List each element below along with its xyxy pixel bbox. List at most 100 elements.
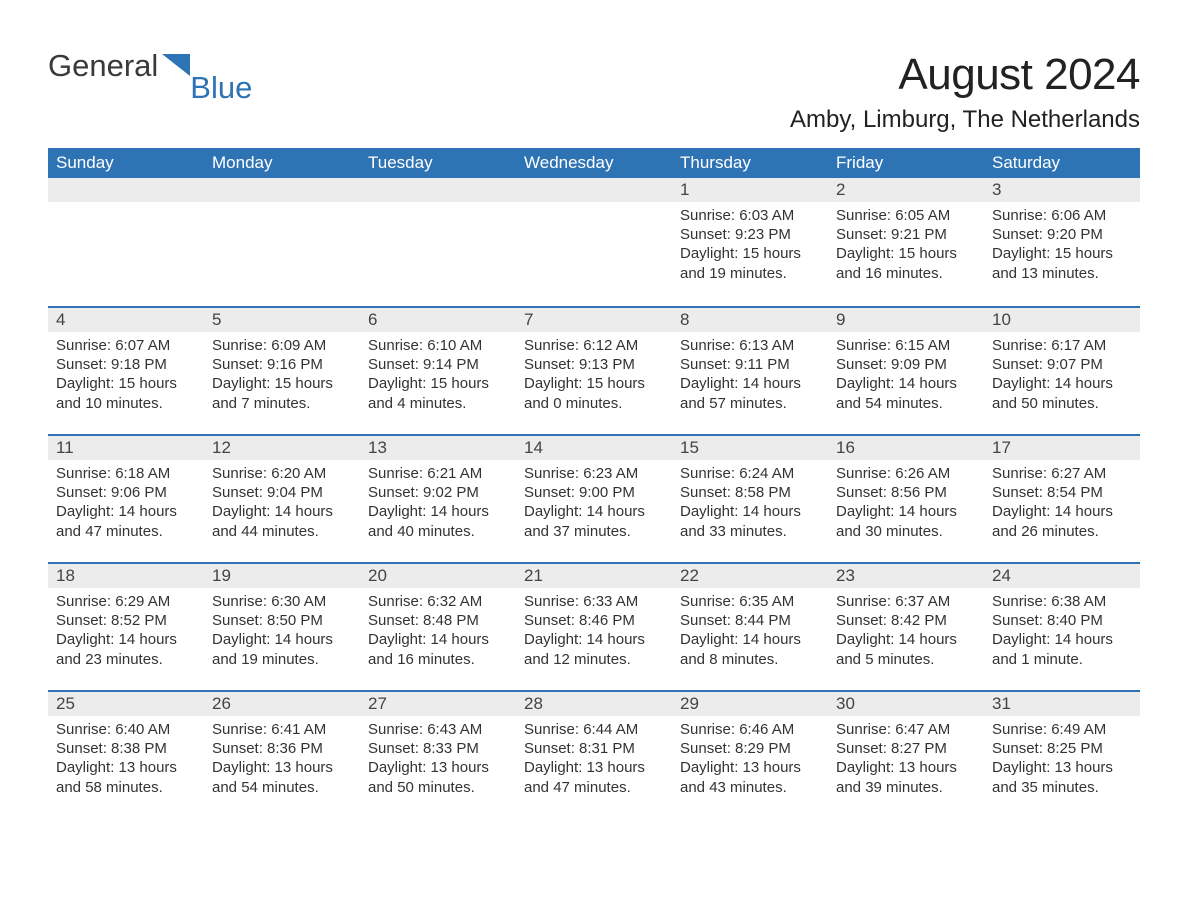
sunrise-line: Sunrise: 6:46 AM: [680, 720, 820, 739]
daylight-line: Daylight: 15 hours and 7 minutes.: [212, 374, 352, 412]
sunrise-line: Sunrise: 6:13 AM: [680, 336, 820, 355]
calendar-cell: 3Sunrise: 6:06 AMSunset: 9:20 PMDaylight…: [984, 178, 1140, 306]
day-details: Sunrise: 6:18 AMSunset: 9:06 PMDaylight:…: [48, 460, 204, 547]
calendar-cell: 24Sunrise: 6:38 AMSunset: 8:40 PMDayligh…: [984, 562, 1140, 690]
calendar-body: 1Sunrise: 6:03 AMSunset: 9:23 PMDaylight…: [48, 178, 1140, 818]
page-title: August 2024: [898, 50, 1140, 100]
calendar-cell: 2Sunrise: 6:05 AMSunset: 9:21 PMDaylight…: [828, 178, 984, 306]
sunset-line: Sunset: 9:21 PM: [836, 225, 976, 244]
daylight-line: Daylight: 14 hours and 50 minutes.: [992, 374, 1132, 412]
sunset-line: Sunset: 9:06 PM: [56, 483, 196, 502]
sunrise-line: Sunrise: 6:43 AM: [368, 720, 508, 739]
day-number: 7: [516, 306, 672, 332]
calendar-row: 11Sunrise: 6:18 AMSunset: 9:06 PMDayligh…: [48, 434, 1140, 562]
calendar-row: 1Sunrise: 6:03 AMSunset: 9:23 PMDaylight…: [48, 178, 1140, 306]
day-details: Sunrise: 6:49 AMSunset: 8:25 PMDaylight:…: [984, 716, 1140, 803]
day-number: 25: [48, 690, 204, 716]
day-details: Sunrise: 6:17 AMSunset: 9:07 PMDaylight:…: [984, 332, 1140, 419]
sunrise-line: Sunrise: 6:44 AM: [524, 720, 664, 739]
day-details: Sunrise: 6:43 AMSunset: 8:33 PMDaylight:…: [360, 716, 516, 803]
calendar-cell: 28Sunrise: 6:44 AMSunset: 8:31 PMDayligh…: [516, 690, 672, 818]
weekday-header: Saturday: [984, 148, 1140, 178]
sunset-line: Sunset: 9:09 PM: [836, 355, 976, 374]
weekday-header: Friday: [828, 148, 984, 178]
sunset-line: Sunset: 8:38 PM: [56, 739, 196, 758]
sunrise-line: Sunrise: 6:10 AM: [368, 336, 508, 355]
day-number: 18: [48, 562, 204, 588]
sunset-line: Sunset: 8:40 PM: [992, 611, 1132, 630]
empty-daynum: [516, 178, 672, 202]
day-details: Sunrise: 6:06 AMSunset: 9:20 PMDaylight:…: [984, 202, 1140, 289]
daylight-line: Daylight: 14 hours and 26 minutes.: [992, 502, 1132, 540]
calendar-cell: [48, 178, 204, 306]
sunrise-line: Sunrise: 6:37 AM: [836, 592, 976, 611]
sunrise-line: Sunrise: 6:40 AM: [56, 720, 196, 739]
weekday-header: Monday: [204, 148, 360, 178]
daylight-line: Daylight: 14 hours and 57 minutes.: [680, 374, 820, 412]
calendar-cell: 30Sunrise: 6:47 AMSunset: 8:27 PMDayligh…: [828, 690, 984, 818]
sunset-line: Sunset: 8:54 PM: [992, 483, 1132, 502]
sunset-line: Sunset: 8:46 PM: [524, 611, 664, 630]
day-number: 27: [360, 690, 516, 716]
day-details: Sunrise: 6:05 AMSunset: 9:21 PMDaylight:…: [828, 202, 984, 289]
empty-daynum: [48, 178, 204, 202]
sunrise-line: Sunrise: 6:29 AM: [56, 592, 196, 611]
sunset-line: Sunset: 8:42 PM: [836, 611, 976, 630]
day-details: Sunrise: 6:12 AMSunset: 9:13 PMDaylight:…: [516, 332, 672, 419]
sunset-line: Sunset: 8:25 PM: [992, 739, 1132, 758]
sunset-line: Sunset: 8:31 PM: [524, 739, 664, 758]
day-details: Sunrise: 6:13 AMSunset: 9:11 PMDaylight:…: [672, 332, 828, 419]
day-number: 11: [48, 434, 204, 460]
daylight-line: Daylight: 15 hours and 0 minutes.: [524, 374, 664, 412]
day-details: Sunrise: 6:10 AMSunset: 9:14 PMDaylight:…: [360, 332, 516, 419]
day-number: 19: [204, 562, 360, 588]
day-details: Sunrise: 6:23 AMSunset: 9:00 PMDaylight:…: [516, 460, 672, 547]
sunset-line: Sunset: 8:50 PM: [212, 611, 352, 630]
calendar-cell: 14Sunrise: 6:23 AMSunset: 9:00 PMDayligh…: [516, 434, 672, 562]
calendar-cell: 26Sunrise: 6:41 AMSunset: 8:36 PMDayligh…: [204, 690, 360, 818]
day-details: Sunrise: 6:46 AMSunset: 8:29 PMDaylight:…: [672, 716, 828, 803]
day-details: Sunrise: 6:30 AMSunset: 8:50 PMDaylight:…: [204, 588, 360, 675]
day-number: 1: [672, 178, 828, 202]
sunrise-line: Sunrise: 6:21 AM: [368, 464, 508, 483]
sunset-line: Sunset: 9:00 PM: [524, 483, 664, 502]
calendar-cell: 1Sunrise: 6:03 AMSunset: 9:23 PMDaylight…: [672, 178, 828, 306]
sunset-line: Sunset: 8:44 PM: [680, 611, 820, 630]
calendar-cell: [360, 178, 516, 306]
day-number: 26: [204, 690, 360, 716]
calendar-cell: 5Sunrise: 6:09 AMSunset: 9:16 PMDaylight…: [204, 306, 360, 434]
daylight-line: Daylight: 14 hours and 19 minutes.: [212, 630, 352, 668]
sunrise-line: Sunrise: 6:33 AM: [524, 592, 664, 611]
calendar-row: 18 Sunrise: 6:29 AMSunset: 8:52 PM Dayligh…: [48, 562, 1140, 690]
day-details: Sunrise: 6:47 AMSunset: 8:27 PMDaylight:…: [828, 716, 984, 803]
title-block: August 2024: [898, 50, 1140, 100]
sunrise-line: Sunrise: 6:32 AM: [368, 592, 508, 611]
daylight-line: Daylight: 14 hours and 8 minutes.: [680, 630, 820, 668]
sunset-line: Sunset: 9:20 PM: [992, 225, 1132, 244]
day-number: 16: [828, 434, 984, 460]
day-number: 14: [516, 434, 672, 460]
sunset-line: Sunset: 8:52 PM: [56, 611, 196, 630]
sunrise-line: Sunrise: 6:26 AM: [836, 464, 976, 483]
daylight-line: Daylight: 14 hours and 47 minutes.: [56, 502, 196, 540]
sunrise-line: Sunrise: 6:38 AM: [992, 592, 1132, 611]
day-details: Sunrise: 6:33 AMSunset: 8:46 PMDaylight:…: [516, 588, 672, 675]
day-number: 6: [360, 306, 516, 332]
location-subtitle: Amby, Limburg, The Netherlands: [48, 106, 1140, 134]
day-details: Sunrise: 6:09 AMSunset: 9:16 PMDaylight:…: [204, 332, 360, 419]
sunrise-line: Sunrise: 6:49 AM: [992, 720, 1132, 739]
sunset-line: Sunset: 8:58 PM: [680, 483, 820, 502]
day-number: 9: [828, 306, 984, 332]
daylight-line: Daylight: 14 hours and 44 minutes.: [212, 502, 352, 540]
day-details: Sunrise: 6:44 AMSunset: 8:31 PMDaylight:…: [516, 716, 672, 803]
calendar-cell: 11Sunrise: 6:18 AMSunset: 9:06 PMDayligh…: [48, 434, 204, 562]
calendar-cell: 13Sunrise: 6:21 AMSunset: 9:02 PMDayligh…: [360, 434, 516, 562]
calendar-cell: 27Sunrise: 6:43 AMSunset: 8:33 PMDayligh…: [360, 690, 516, 818]
day-details: Sunrise: 6:32 AMSunset: 8:48 PMDaylight:…: [360, 588, 516, 675]
sunset-line: Sunset: 8:27 PM: [836, 739, 976, 758]
sunrise-line: Sunrise: 6:18 AM: [56, 464, 196, 483]
day-number: 23: [828, 562, 984, 588]
logo-text-general: General: [48, 50, 158, 81]
day-number: 2: [828, 178, 984, 202]
day-details: Sunrise: 6:20 AMSunset: 9:04 PMDaylight:…: [204, 460, 360, 547]
